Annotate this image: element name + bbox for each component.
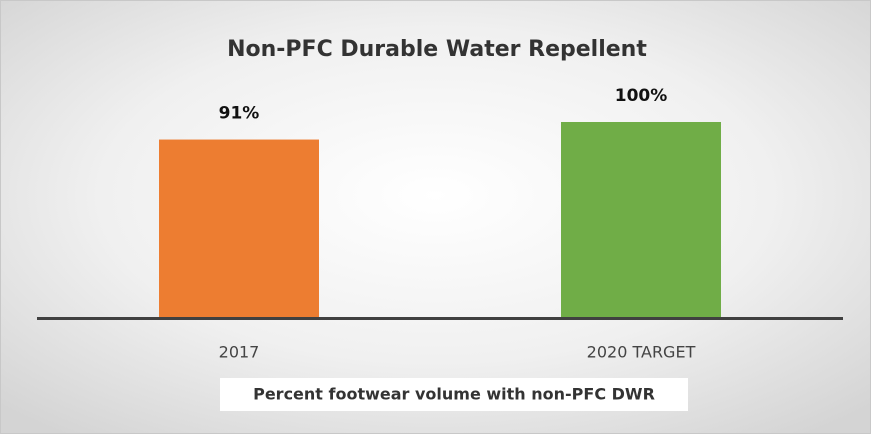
bar — [159, 139, 319, 317]
x-tick-label: 2017 — [219, 343, 260, 362]
x-tick-label: 2020 TARGET — [587, 343, 696, 362]
bar — [561, 122, 721, 317]
x-axis-label: Percent footwear volume with non-PFC DWR — [253, 385, 655, 404]
chart-title: Non-PFC Durable Water Repellent — [227, 37, 647, 62]
x-label-box — [220, 378, 688, 411]
value-label: 100% — [615, 86, 668, 106]
value-label: 91% — [219, 104, 260, 124]
